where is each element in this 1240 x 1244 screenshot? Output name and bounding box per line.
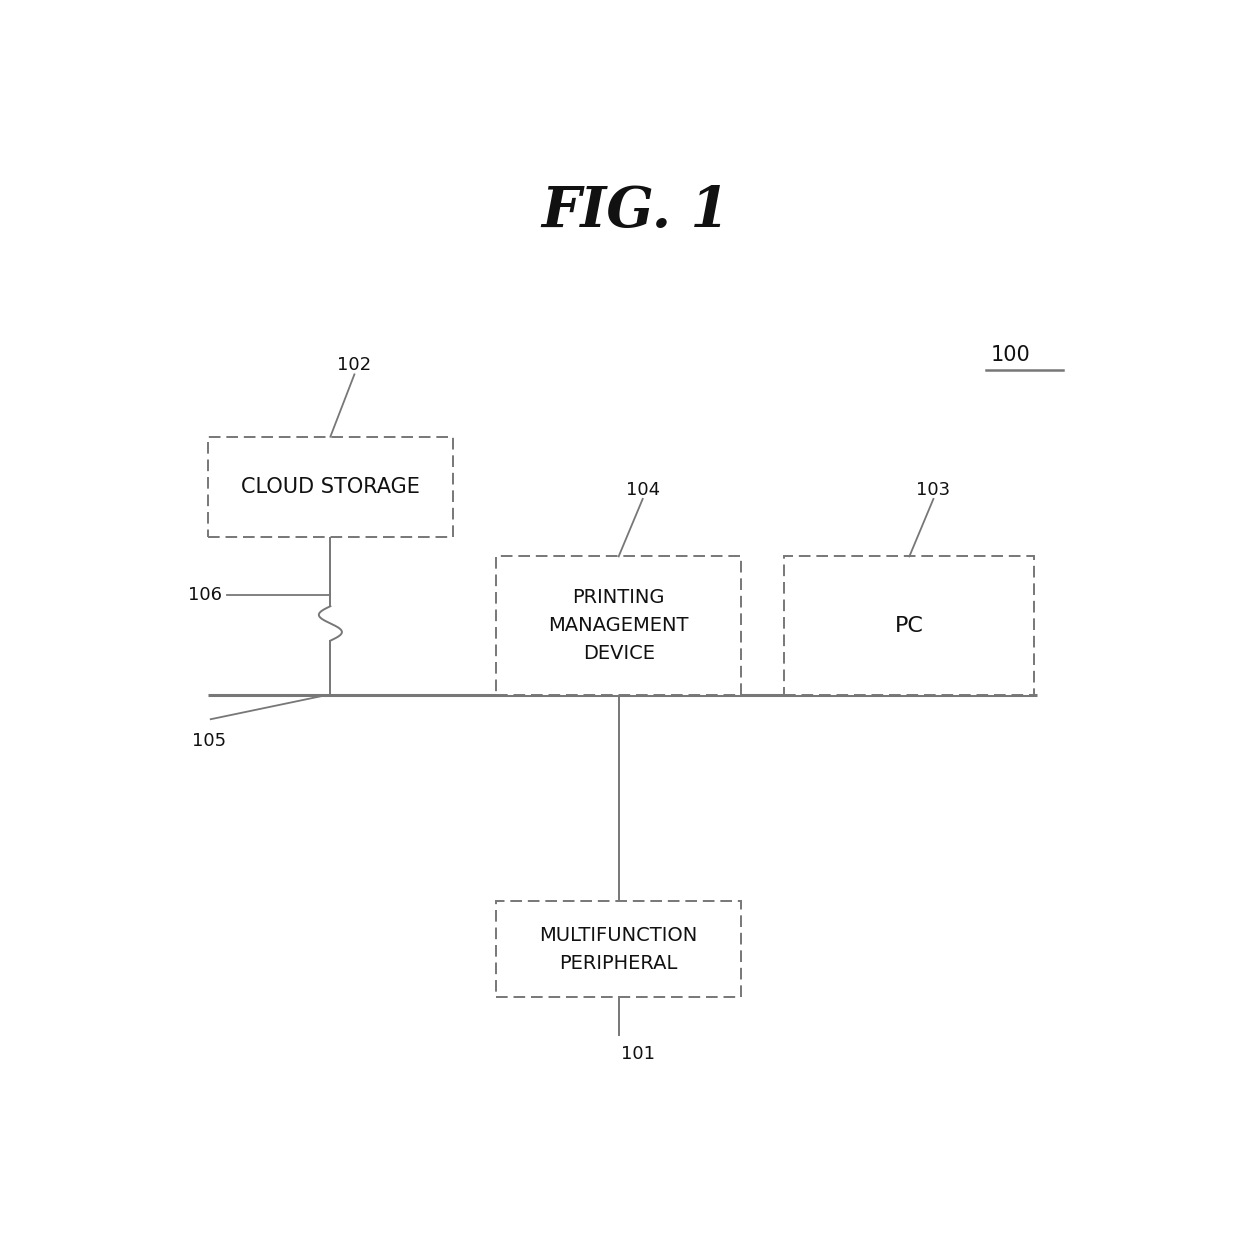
Bar xyxy=(496,901,742,996)
Text: 103: 103 xyxy=(916,481,951,499)
Text: CLOUD STORAGE: CLOUD STORAGE xyxy=(241,476,420,496)
Bar xyxy=(208,437,453,537)
Text: 105: 105 xyxy=(191,731,226,750)
Text: 104: 104 xyxy=(626,481,660,499)
Text: MULTIFUNCTION
PERIPHERAL: MULTIFUNCTION PERIPHERAL xyxy=(539,926,698,973)
Text: 100: 100 xyxy=(991,345,1030,364)
Bar xyxy=(785,556,1034,695)
Text: 102: 102 xyxy=(337,356,372,374)
Text: PRINTING
MANAGEMENT
DEVICE: PRINTING MANAGEMENT DEVICE xyxy=(548,588,689,663)
Text: PC: PC xyxy=(895,616,924,636)
Text: 106: 106 xyxy=(188,586,222,603)
Bar xyxy=(496,556,742,695)
Text: FIG. 1: FIG. 1 xyxy=(542,184,729,239)
Text: 101: 101 xyxy=(621,1045,655,1062)
